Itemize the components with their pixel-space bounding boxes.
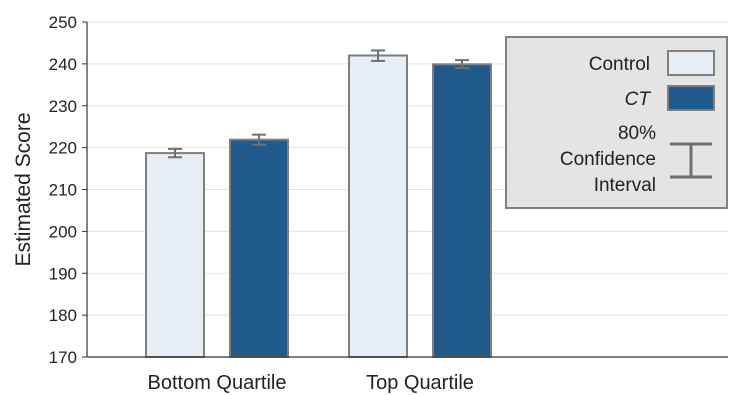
y-tick-label-200: 200	[49, 222, 77, 241]
bar-ct-bottom-quartile	[229, 138, 289, 358]
y-tick-label-230: 230	[49, 97, 77, 116]
bar-control-top-quartile	[348, 54, 408, 358]
y-tick-label-180: 180	[49, 306, 77, 325]
bar-control-bottom-quartile	[145, 152, 205, 358]
legend-swatch-ct	[667, 85, 715, 111]
category-labels: Bottom Quartile Top Quartile	[148, 372, 474, 394]
y-tick-label-250: 250	[49, 13, 77, 32]
y-tick-label-220: 220	[49, 139, 77, 158]
category-label-top-quartile: Top Quartile	[366, 372, 474, 394]
y-tick-label-240: 240	[49, 55, 77, 74]
y-tick-label-170: 170	[49, 348, 77, 367]
bars	[145, 54, 492, 358]
y-tick-label-210: 210	[49, 181, 77, 200]
legend-ci-errorbar-icon	[670, 142, 712, 179]
legend-swatch-control	[667, 50, 715, 76]
errorbar-ct-bottom-quartile	[252, 133, 266, 146]
error-bars	[168, 49, 469, 159]
y-tick-labels: 170 180 190 200 210 220 230 240 250	[49, 13, 87, 367]
bar-ct-top-quartile	[432, 63, 492, 358]
errorbar-control-bottom-quartile	[168, 147, 182, 159]
category-label-bottom-quartile: Bottom Quartile	[148, 372, 287, 394]
legend-label-control: Control	[589, 54, 650, 75]
y-axis-title: Estimated Score	[12, 112, 35, 266]
legend-ci-label-line-3: Interval	[594, 175, 656, 196]
legend-ci-label-line-1: 80%	[618, 123, 656, 144]
legend: Control CT 80% Confidence Interval	[505, 36, 728, 209]
y-tick-label-190: 190	[49, 264, 77, 283]
errorbar-control-top-quartile	[371, 49, 385, 62]
legend-ci-label-line-2: Confidence	[560, 149, 656, 170]
legend-label-ct: CT	[625, 89, 652, 110]
errorbar-ct-top-quartile	[455, 59, 469, 70]
